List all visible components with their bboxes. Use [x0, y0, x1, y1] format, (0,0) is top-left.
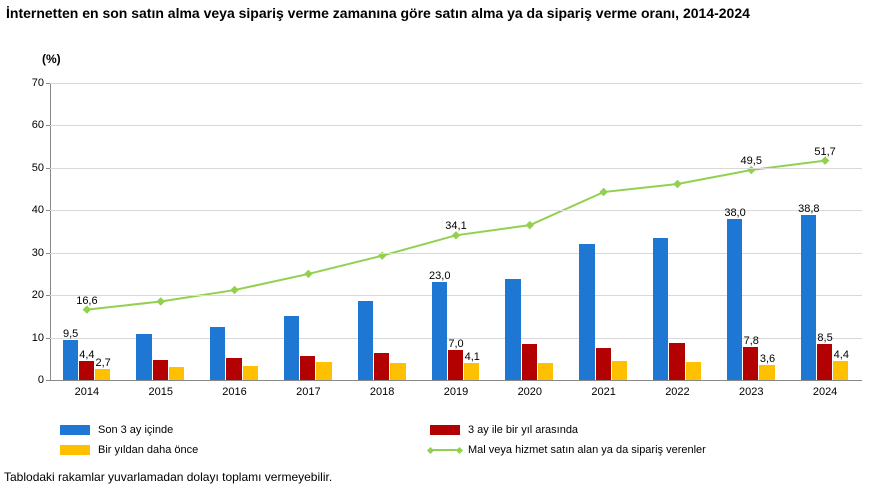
category-group: 2016 [198, 83, 272, 380]
category-group: 2021 [567, 83, 641, 380]
value-label: 38,8 [798, 203, 819, 215]
x-tick-label: 2021 [567, 386, 641, 398]
plot-area: 0102030405060702014201520162017201820192… [50, 83, 862, 381]
bar-s3m [579, 244, 594, 380]
bar-s3m1y [153, 360, 168, 380]
bar-s3m [136, 334, 151, 380]
category-group: 2017 [271, 83, 345, 380]
x-tick-label: 2014 [50, 386, 124, 398]
category-group: 2014 [50, 83, 124, 380]
x-tick-label: 2019 [419, 386, 493, 398]
bar-s3m [210, 327, 225, 380]
bar-s1y [612, 361, 627, 380]
legend-label: Son 3 ay içinde [98, 424, 173, 436]
bar-s1y [538, 363, 553, 380]
y-tick-label: 30 [32, 247, 44, 259]
category-group: 2020 [493, 83, 567, 380]
bar-s3m1y [374, 353, 389, 380]
y-axis-unit-label: (%) [42, 52, 61, 66]
bar-s1y [95, 369, 110, 380]
category-group: 2018 [345, 83, 419, 380]
legend-swatch [60, 425, 90, 435]
chart-area: 0102030405060702014201520162017201820192… [50, 68, 862, 398]
bar-s1y [686, 362, 701, 380]
y-tick-label: 10 [32, 332, 44, 344]
legend-label: Bir yıldan daha önce [98, 444, 198, 456]
legend-item-s1y: Bir yıldan daha önce [60, 440, 430, 460]
legend-item-s3m: Son 3 ay içinde [60, 420, 430, 440]
value-label: 49,5 [741, 155, 762, 167]
value-label: 51,7 [814, 146, 835, 158]
x-tick-label: 2017 [271, 386, 345, 398]
legend: Son 3 ay içinde 3 ay ile bir yıl arasında… [60, 420, 840, 460]
bar-s3m [284, 316, 299, 380]
value-label: 7,8 [744, 335, 759, 347]
value-label: 4,4 [834, 349, 849, 361]
bar-s3m1y [817, 344, 832, 380]
y-tick-label: 70 [32, 77, 44, 89]
bar-s3m1y [79, 361, 94, 380]
legend-swatch [430, 425, 460, 435]
legend-label: Mal veya hizmet satın alan ya da sipariş… [468, 444, 706, 456]
y-tick-label: 0 [38, 374, 44, 386]
legend-label: 3 ay ile bir yıl arasında [468, 424, 578, 436]
footnote: Tablodaki rakamlar yuvarlamadan dolayı t… [4, 470, 332, 484]
x-tick-label: 2015 [124, 386, 198, 398]
bar-s1y [169, 367, 184, 380]
value-label: 9,5 [63, 328, 78, 340]
bar-s3m [505, 279, 520, 380]
y-tick-label: 60 [32, 119, 44, 131]
value-label: 16,6 [76, 295, 97, 307]
y-tick [46, 380, 50, 381]
bar-s3m1y [669, 343, 684, 380]
bar-s3m1y [300, 356, 315, 380]
legend-item-total: Mal veya hizmet satın alan ya da sipariş… [430, 440, 800, 460]
y-tick-label: 40 [32, 204, 44, 216]
category-group: 2022 [641, 83, 715, 380]
legend-item-s3m1y: 3 ay ile bir yıl arasında [430, 420, 800, 440]
value-label: 3,6 [760, 353, 775, 365]
bar-s3m [358, 301, 373, 380]
bar-s3m [653, 238, 668, 380]
bar-s3m [801, 215, 816, 380]
bar-s3m1y [448, 350, 463, 380]
bar-s3m1y [743, 347, 758, 380]
bar-s3m1y [226, 358, 241, 380]
bar-s3m1y [522, 344, 537, 380]
bar-s1y [833, 361, 848, 380]
category-group: 2015 [124, 83, 198, 380]
bar-s3m1y [596, 348, 611, 380]
bar-s3m [727, 219, 742, 380]
value-label: 7,0 [448, 338, 463, 350]
value-label: 38,0 [724, 207, 745, 219]
value-label: 8,5 [817, 332, 832, 344]
value-label: 34,1 [445, 220, 466, 232]
bar-s1y [316, 362, 331, 380]
x-tick-label: 2016 [198, 386, 272, 398]
value-label: 23,0 [429, 270, 450, 282]
value-label: 4,4 [79, 349, 94, 361]
bar-s3m [63, 340, 78, 380]
bar-s3m [432, 282, 447, 380]
x-tick-label: 2018 [345, 386, 419, 398]
bar-s1y [243, 366, 258, 380]
y-tick-label: 20 [32, 289, 44, 301]
bar-s1y [759, 365, 774, 380]
x-tick-label: 2024 [788, 386, 862, 398]
x-tick-label: 2020 [493, 386, 567, 398]
chart-title: İnternetten en son satın alma veya sipar… [6, 4, 876, 22]
x-tick-label: 2023 [714, 386, 788, 398]
x-tick-label: 2022 [641, 386, 715, 398]
y-tick-label: 50 [32, 162, 44, 174]
legend-swatch-line [430, 449, 460, 451]
bar-s1y [390, 363, 405, 380]
bar-s1y [464, 363, 479, 380]
value-label: 4,1 [465, 351, 480, 363]
value-label: 2,7 [95, 357, 110, 369]
legend-swatch [60, 445, 90, 455]
